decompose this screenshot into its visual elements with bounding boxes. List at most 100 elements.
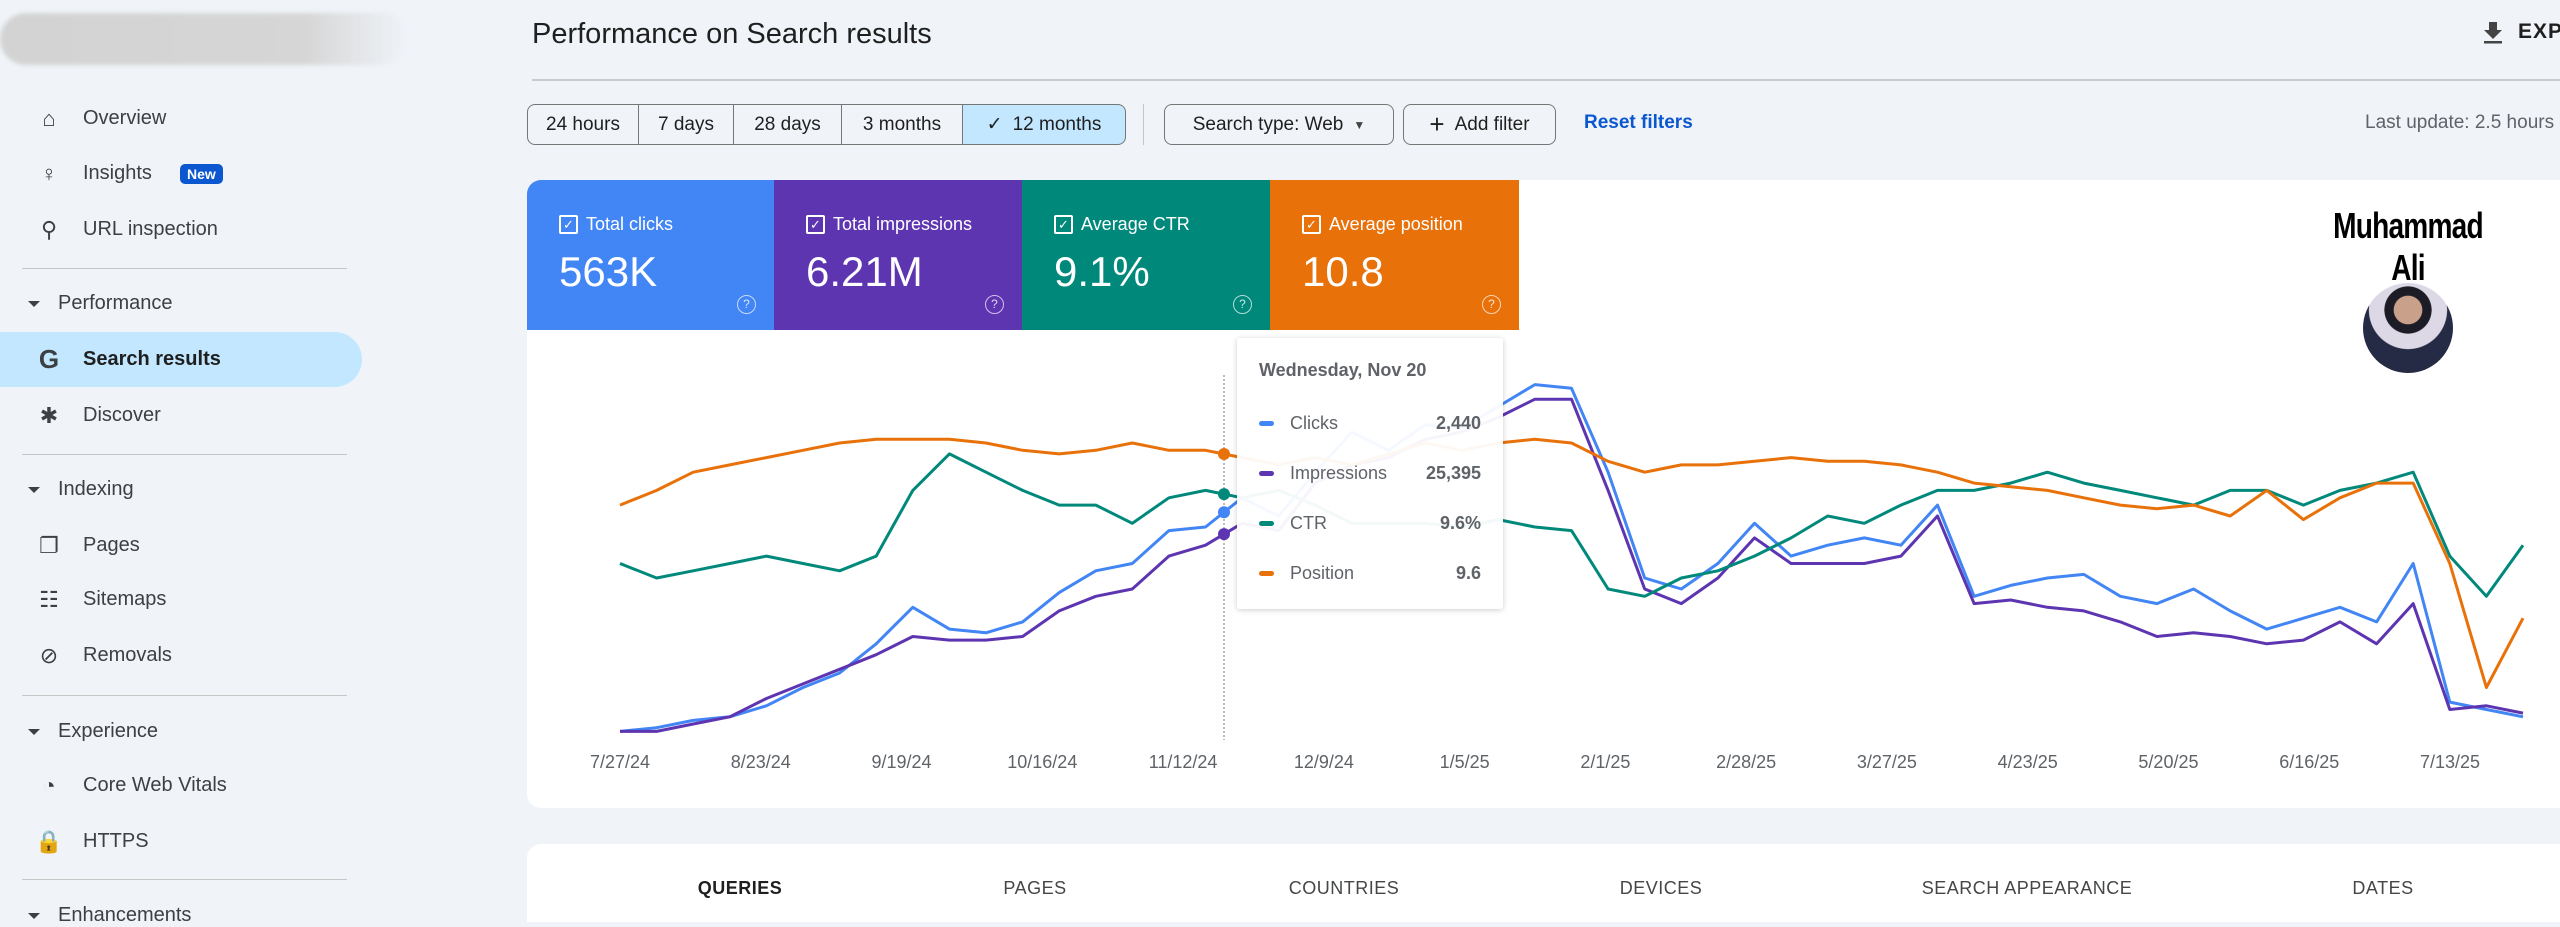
checkbox-checked-icon[interactable]: ✓ xyxy=(1302,215,1321,234)
metric-tile-average-ctr[interactable]: ✓ Average CTR 9.1%? xyxy=(1022,180,1270,330)
sidebar-item-search-results[interactable]: G Search results xyxy=(0,332,362,387)
page-title: Performance on Search results xyxy=(532,18,932,50)
search-type-label: Search type: Web xyxy=(1192,113,1344,135)
sidebar-item-label: Overview xyxy=(83,107,167,129)
checkbox-checked-icon[interactable]: ✓ xyxy=(1054,215,1073,234)
series-swatch xyxy=(1259,471,1274,476)
home-icon: ⌂ xyxy=(42,105,56,131)
sidebar-item-label: URL inspection xyxy=(83,218,218,240)
tab-pages[interactable]: PAGES xyxy=(1003,878,1067,898)
checkbox-checked-icon[interactable]: ✓ xyxy=(559,215,578,234)
caret-down-icon xyxy=(28,486,40,493)
metric-tile-average-position[interactable]: ✓ Average position 10.8? xyxy=(1270,180,1519,330)
filter-divider xyxy=(1143,104,1144,145)
sidebar-divider xyxy=(22,879,347,880)
range-7-days[interactable]: 7 days xyxy=(639,104,734,145)
tab-devices[interactable]: DEVICES xyxy=(1619,878,1703,898)
sidebar-item-label: Sitemaps xyxy=(83,588,167,610)
sidebar-item-core-web-vitals[interactable]: ◔ Core Web Vitals xyxy=(0,758,362,813)
sidebar-item-url-inspection[interactable]: ⚲ URL inspection xyxy=(0,202,362,257)
sidebar-section-experience[interactable]: Experience xyxy=(28,720,158,743)
search-property-input[interactable] xyxy=(0,13,408,65)
checkbox-checked-icon[interactable]: ✓ xyxy=(806,215,825,234)
sidebar-section-performance[interactable]: Performance xyxy=(28,292,173,315)
metric-label: Total impressions xyxy=(833,214,973,234)
tooltip-value: 2,440 xyxy=(1435,413,1481,433)
sidebar-item-label: Insights xyxy=(83,162,152,184)
metric-label: Total clicks xyxy=(586,214,674,234)
export-button[interactable]: EXPO xyxy=(2482,20,2560,44)
range-12-months[interactable]: ✓ 12 months xyxy=(963,104,1126,145)
section-label: Indexing xyxy=(58,478,134,500)
avatar xyxy=(2363,283,2453,373)
sidebar-section-indexing[interactable]: Indexing xyxy=(28,478,134,501)
help-icon[interactable]: ? xyxy=(985,295,1004,314)
sitemap-icon: ☷ xyxy=(39,586,59,612)
series-swatch xyxy=(1259,421,1274,426)
metric-value: 6.21M xyxy=(806,248,923,295)
section-label: Performance xyxy=(58,292,173,314)
lightbulb-icon: ♀ xyxy=(40,160,58,186)
sidebar-item-label: Removals xyxy=(83,644,172,666)
tooltip-date: Wednesday, Nov 20 xyxy=(1259,360,1427,380)
tooltip-row-position: Position 9.6 xyxy=(1259,563,1481,584)
tooltip-label: Clicks xyxy=(1290,413,1338,433)
search-icon: ⚲ xyxy=(40,216,58,242)
google-g-icon: G xyxy=(38,344,60,374)
caret-down-icon xyxy=(28,728,40,735)
sidebar-item-label: Discover xyxy=(83,404,161,426)
tab-dates[interactable]: DATES xyxy=(2352,878,2414,898)
asterisk-icon: ✱ xyxy=(39,402,59,428)
watermark-name: Muhammad Ali xyxy=(2333,205,2484,288)
range-12-months-label: 12 months xyxy=(1012,113,1102,135)
dropdown-arrow-icon: ▼ xyxy=(1353,117,1366,132)
sidebar-divider xyxy=(22,695,347,696)
range-24-hours[interactable]: 24 hours xyxy=(527,104,639,145)
tab-queries[interactable]: QUERIES xyxy=(697,878,783,898)
sidebar-item-discover[interactable]: ✱ Discover xyxy=(0,388,362,443)
eye-off-icon: ⊘ xyxy=(39,642,59,668)
sidebar-item-insights[interactable]: ♀ Insights New xyxy=(0,146,362,201)
sidebar-item-https[interactable]: 🔒 HTTPS xyxy=(0,814,362,869)
sidebar-item-sitemaps[interactable]: ☷ Sitemaps xyxy=(0,572,362,627)
gauge-icon: ◔ xyxy=(42,772,56,798)
tooltip-label: Position xyxy=(1290,563,1355,583)
sidebar-section-enhancements[interactable]: Enhancements xyxy=(28,904,191,927)
tooltip-row-clicks: Clicks 2,440 xyxy=(1259,413,1481,434)
help-icon[interactable]: ? xyxy=(737,295,756,314)
tooltip-value: 9.6 xyxy=(1455,563,1481,583)
search-type-dropdown[interactable]: Search type: Web ▼ xyxy=(1164,104,1394,145)
metric-value: 9.1% xyxy=(1054,248,1150,295)
download-icon xyxy=(2484,22,2502,44)
tooltip-value: 9.6% xyxy=(1439,513,1481,533)
plus-icon: + xyxy=(1429,109,1445,139)
range-3-months[interactable]: 3 months xyxy=(842,104,963,145)
sidebar-item-label: Pages xyxy=(83,534,140,556)
range-28-days[interactable]: 28 days xyxy=(734,104,842,145)
tab-countries[interactable]: COUNTRIES xyxy=(1288,878,1400,898)
series-swatch xyxy=(1259,571,1274,576)
sidebar-item-label: HTTPS xyxy=(83,830,149,852)
sidebar-item-label: Search results xyxy=(83,348,221,370)
reset-filters-link[interactable]: Reset filters xyxy=(1584,112,1693,133)
help-icon[interactable]: ? xyxy=(1233,295,1252,314)
sidebar-divider xyxy=(22,268,347,269)
sidebar-item-pages[interactable]: ❐ Pages xyxy=(0,518,362,573)
header-divider xyxy=(532,79,2560,81)
metric-tile-total-clicks[interactable]: ✓ Total clicks 563K? xyxy=(527,180,774,330)
last-update-text: Last update: 2.5 hours xyxy=(2365,112,2555,133)
pages-icon: ❐ xyxy=(39,532,59,558)
metric-tile-total-impressions[interactable]: ✓ Total impressions 6.21M? xyxy=(774,180,1022,330)
help-icon[interactable]: ? xyxy=(1482,295,1501,314)
tooltip-row-ctr: CTR 9.6% xyxy=(1259,513,1481,534)
sidebar-item-removals[interactable]: ⊘ Removals xyxy=(0,628,362,683)
sidebar-item-overview[interactable]: ⌂ Overview xyxy=(0,91,362,146)
dimension-tabs xyxy=(527,844,2560,922)
tab-search-appearance[interactable]: SEARCH APPEARANCE xyxy=(1921,878,2133,898)
add-filter-button[interactable]: + Add filter xyxy=(1403,104,1556,145)
tooltip-value: 25,395 xyxy=(1425,463,1481,483)
series-swatch xyxy=(1259,521,1274,526)
caret-down-icon xyxy=(28,300,40,307)
metric-label: Average CTR xyxy=(1081,214,1190,234)
sidebar-item-label: Core Web Vitals xyxy=(83,774,227,796)
